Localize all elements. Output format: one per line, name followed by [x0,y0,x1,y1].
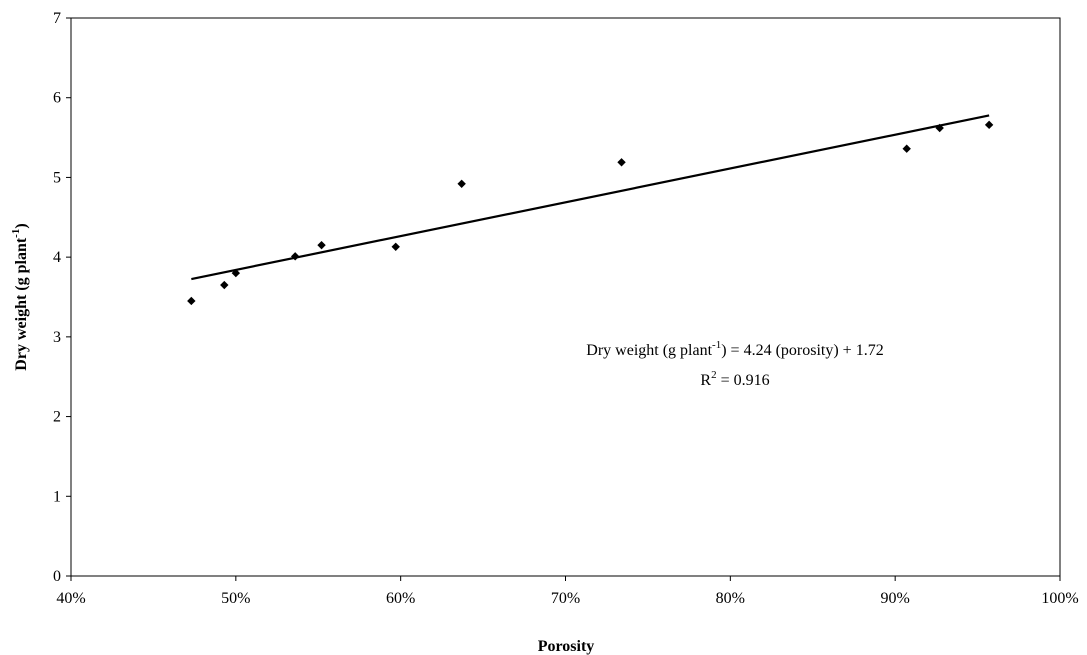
data-point [187,296,196,306]
data-point [617,158,626,167]
y-axis-title: Dry weight (g plant-1) [10,223,30,370]
trendline [191,114,990,281]
x-tick-label: 60% [386,590,415,607]
x-tick-label: 90% [881,590,910,607]
y-tick-label: 7 [53,10,61,27]
data-points [187,120,994,306]
axes [66,17,1061,581]
data-point [231,268,241,278]
x-axis-title: Porosity [538,638,595,655]
data-point [391,242,400,251]
data-point [220,280,229,290]
x-tick-label: 70% [551,590,580,607]
y-tick-label: 0 [53,568,61,585]
x-tick-label: 80% [716,590,745,607]
data-point [984,120,994,130]
data-point [290,252,300,261]
data-point [317,240,326,250]
y-tick-label: 1 [53,488,61,505]
trendline-layer [191,114,990,281]
y-tick-label: 4 [53,249,61,266]
y-tick-label: 3 [53,329,61,346]
y-tick-label: 6 [53,90,61,107]
regression-equation: Dry weight (g plant-1) = 4.24 (porosity)… [586,339,883,359]
tick-labels: 0 1 2 3 4 5 6 7 40% 50% 60% 70% 80% 90% 100% [53,10,1079,607]
data-point [457,179,466,189]
data-point [902,144,911,153]
r-squared-label: R2 = 0.916 [700,369,769,389]
data-point [935,123,944,133]
x-tick-label: 100% [1041,590,1078,607]
x-tick-label: 50% [221,590,250,607]
y-tick-label: 2 [53,409,61,426]
plot-area-border [70,17,1061,577]
y-tick-label: 5 [53,169,61,186]
x-tick-label: 40% [56,590,85,607]
